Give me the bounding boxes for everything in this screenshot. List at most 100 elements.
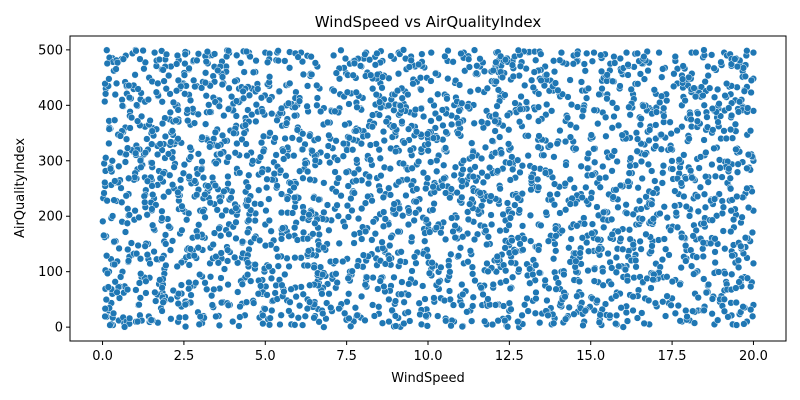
scatter-point — [633, 135, 642, 143]
scatter-point — [524, 132, 532, 140]
scatter-point — [637, 114, 645, 123]
scatter-point — [658, 255, 667, 264]
scatter-point — [552, 247, 560, 255]
scatter-point — [242, 140, 250, 148]
scatter-point — [315, 230, 323, 239]
scatter-point — [703, 113, 711, 121]
scatter-point — [299, 228, 308, 237]
scatter-point — [275, 87, 283, 95]
scatter-point — [570, 310, 578, 318]
scatter-point — [550, 57, 558, 65]
scatter-point — [499, 302, 508, 310]
scatter-point — [693, 192, 702, 201]
scatter-point — [375, 111, 384, 119]
scatter-point — [509, 165, 517, 174]
scatter-point — [410, 253, 419, 261]
scatter-point — [619, 323, 627, 331]
scatter-point — [285, 232, 293, 240]
scatter-point — [541, 276, 549, 284]
scatter-point — [319, 309, 327, 318]
scatter-point — [358, 235, 366, 243]
scatter-point — [608, 167, 616, 175]
scatter-point — [135, 213, 143, 222]
scatter-point — [266, 314, 274, 322]
scatter-point — [514, 156, 522, 164]
x-tick-label: 20.0 — [739, 349, 768, 364]
scatter-point — [442, 317, 450, 325]
scatter-point — [671, 52, 679, 61]
scatter-point — [455, 107, 463, 115]
scatter-point — [273, 182, 281, 190]
scatter-point — [534, 117, 543, 125]
scatter-point — [494, 86, 503, 94]
scatter-point — [398, 94, 406, 102]
scatter-point — [536, 319, 544, 327]
scatter-point — [629, 292, 637, 301]
scatter-point — [214, 259, 223, 267]
scatter-point — [636, 237, 644, 246]
scatter-point — [376, 277, 384, 285]
scatter-point — [209, 240, 217, 249]
scatter-point — [540, 151, 548, 159]
scatter-point — [274, 47, 282, 55]
scatter-point — [508, 61, 517, 69]
scatter-point — [111, 278, 119, 286]
scatter-point — [532, 56, 540, 64]
scatter-point — [257, 200, 265, 208]
scatter-point — [263, 291, 271, 299]
scatter-point — [174, 106, 182, 114]
scatter-point — [743, 47, 751, 55]
scatter-point — [243, 151, 251, 160]
scatter-point — [353, 103, 361, 111]
scatter-point — [659, 65, 667, 73]
scatter-point — [627, 154, 635, 162]
scatter-point — [251, 260, 259, 269]
scatter-point — [160, 193, 168, 201]
scatter-point — [651, 177, 659, 185]
scatter-point — [210, 229, 219, 237]
scatter-point — [227, 93, 236, 101]
scatter-point — [239, 87, 247, 95]
scatter-point — [350, 59, 359, 68]
scatter-point — [246, 52, 254, 61]
scatter-point — [136, 294, 145, 302]
scatter-point — [345, 290, 353, 298]
scatter-point — [660, 112, 668, 120]
scatter-point — [734, 160, 742, 168]
scatter-point — [318, 270, 327, 279]
scatter-point — [729, 215, 738, 224]
scatter-point — [636, 121, 645, 129]
scatter-point — [520, 235, 528, 243]
scatter-point — [659, 162, 668, 170]
scatter-point — [341, 222, 349, 231]
scatter-point — [629, 241, 637, 249]
scatter-point — [110, 196, 118, 204]
scatter-point — [442, 189, 450, 197]
scatter-point — [273, 116, 281, 124]
scatter-point — [404, 291, 412, 299]
scatter-point — [446, 194, 454, 202]
scatter-point — [466, 200, 474, 208]
scatter-point — [612, 311, 621, 320]
scatter-point — [281, 270, 289, 279]
scatter-point — [214, 142, 222, 150]
scatter-point — [715, 100, 723, 108]
scatter-point — [352, 88, 360, 96]
scatter-point — [444, 47, 452, 55]
scatter-point — [659, 169, 667, 177]
scatter-point — [478, 169, 486, 177]
scatter-point — [123, 219, 131, 227]
scatter-point — [229, 317, 237, 326]
x-tick-label: 10.0 — [414, 349, 443, 364]
scatter-point — [202, 92, 210, 100]
scatter-point — [515, 265, 523, 274]
scatter-point — [366, 156, 375, 164]
scatter-point — [193, 232, 202, 241]
scatter-point — [161, 132, 170, 141]
x-tick-label: 7.5 — [336, 349, 357, 364]
scatter-point — [714, 316, 722, 324]
scatter-point — [370, 312, 379, 320]
scatter-point — [245, 216, 253, 224]
scatter-point — [259, 147, 268, 155]
scatter-point — [554, 279, 563, 287]
